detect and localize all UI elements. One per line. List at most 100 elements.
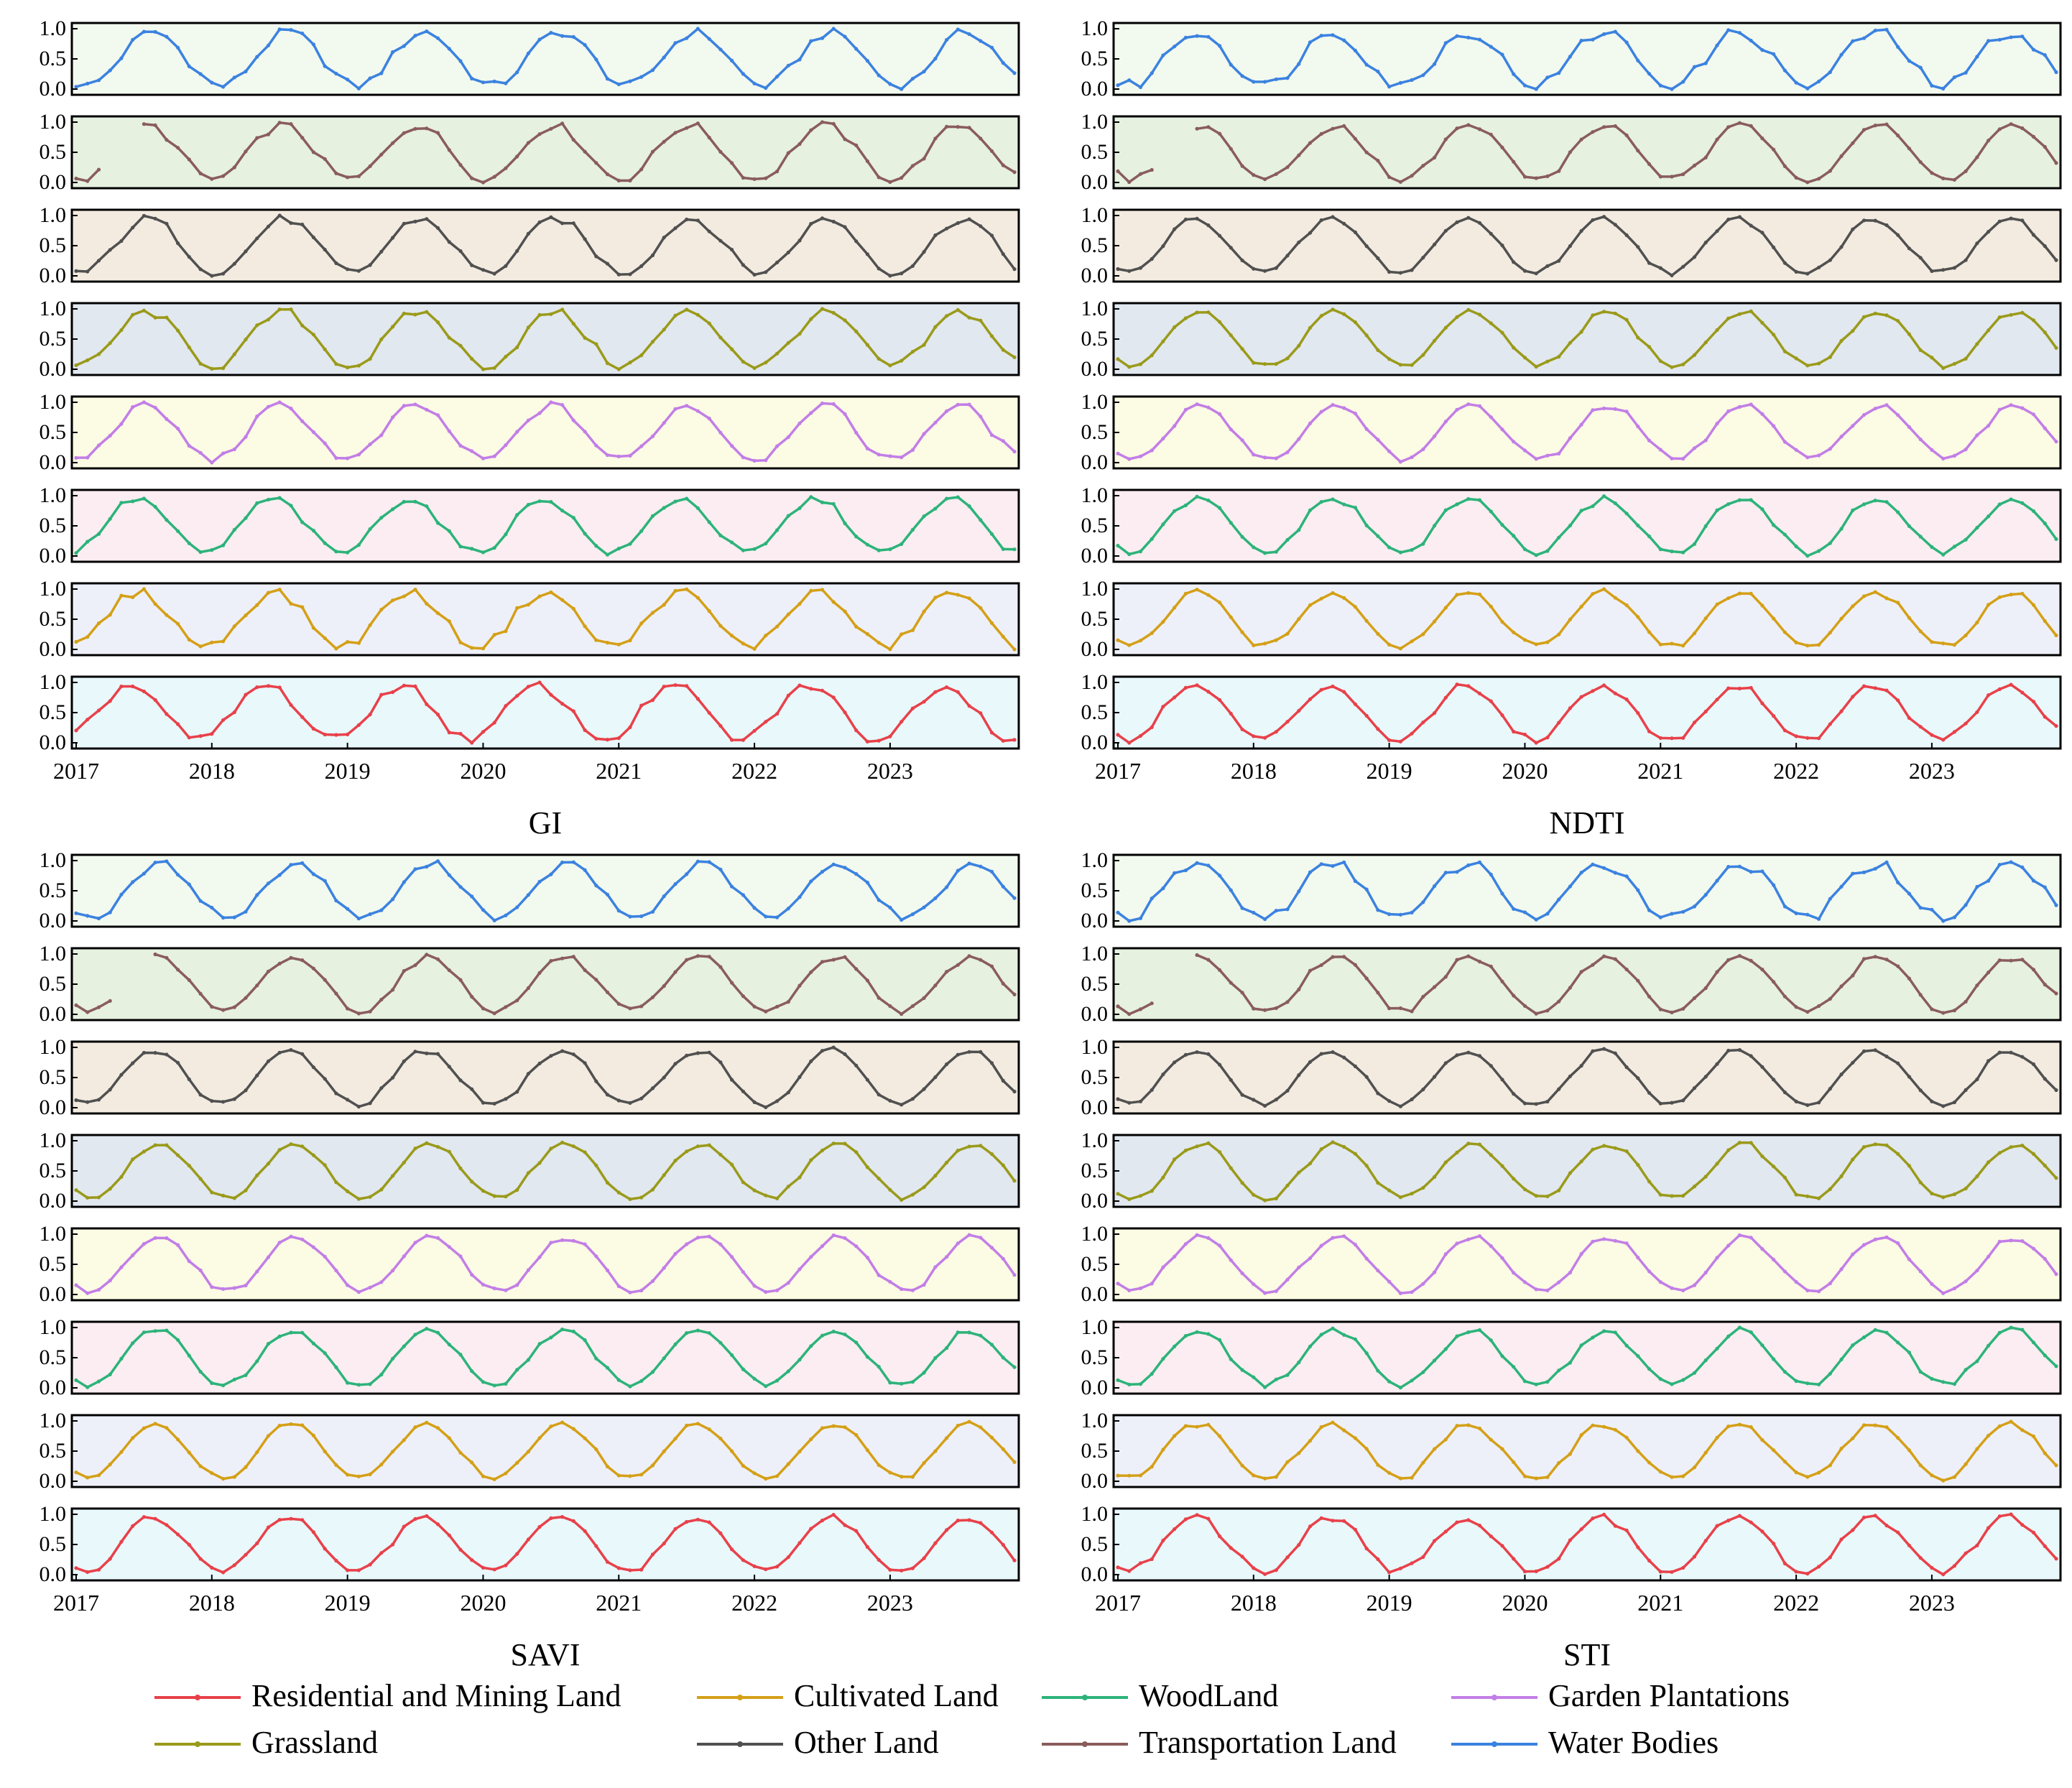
plot-area: [70, 947, 1020, 1022]
data-point: [2031, 968, 2036, 972]
data-point: [1715, 1524, 1719, 1528]
data-point: [1342, 1144, 1346, 1149]
data-point: [1930, 1473, 1934, 1478]
subplot-grassland: 0.00.51.0: [40, 297, 1020, 381]
data-point: [447, 148, 451, 152]
data-point: [809, 1158, 813, 1162]
data-point: [1195, 402, 1199, 407]
data-point: [1839, 616, 1844, 621]
data-point: [1410, 78, 1414, 82]
data-point: [1987, 424, 1991, 428]
data-point: [1591, 218, 1595, 222]
data-point: [1861, 684, 1867, 688]
data-point: [1896, 45, 1900, 49]
data-point: [413, 684, 417, 689]
data-point: [1760, 701, 1765, 705]
subplot-woodland: 0.00.51.0: [40, 483, 1020, 568]
data-point: [1997, 1151, 2002, 1155]
data-point: [1715, 229, 1719, 233]
y-tick-label: 0.5: [40, 607, 67, 631]
data-point: [1012, 1460, 1017, 1464]
data-point: [379, 997, 384, 1002]
data-point: [1206, 1141, 1211, 1145]
data-point: [119, 1539, 124, 1544]
y-tick-label: 0.5: [1081, 47, 1109, 70]
data-point: [1183, 1517, 1188, 1521]
data-point: [1715, 508, 1719, 513]
data-point: [1116, 1473, 1120, 1478]
data-point: [979, 1144, 983, 1148]
data-point: [334, 71, 338, 76]
data-point: [198, 450, 203, 455]
data-point: [1500, 1544, 1504, 1548]
data-point: [1613, 1427, 1617, 1432]
data-point: [1896, 1152, 1900, 1156]
data-point: [1274, 1475, 1278, 1479]
data-point: [1285, 1373, 1290, 1377]
y-tick-label: 0.0: [1081, 909, 1109, 932]
data-point: [820, 869, 825, 874]
data-point: [854, 1244, 859, 1249]
data-point: [198, 734, 203, 738]
data-point: [1218, 1062, 1222, 1067]
data-point: [1012, 170, 1017, 175]
data-point: [1907, 524, 1911, 529]
data-point: [1579, 1252, 1583, 1256]
data-point: [176, 968, 180, 972]
data-point: [266, 1342, 271, 1346]
data-point: [1522, 1474, 1527, 1478]
data-point: [922, 996, 926, 1000]
data-point: [1782, 349, 1787, 353]
data-point: [877, 356, 881, 361]
data-point: [1308, 1439, 1313, 1443]
data-point: [1817, 1196, 1821, 1200]
data-point: [1364, 1447, 1369, 1451]
data-point: [899, 358, 904, 363]
subplot-cultivated-land: 0.00.51.0: [40, 1409, 1020, 1493]
data-point: [2009, 1419, 2013, 1424]
data-point: [865, 1355, 869, 1359]
data-point: [1421, 1185, 1425, 1190]
data-point: [2043, 885, 2047, 889]
y-tick-label: 0.0: [1081, 1002, 1109, 1026]
data-point: [945, 1345, 949, 1351]
data-point: [583, 1061, 587, 1065]
data-point: [616, 178, 621, 182]
data-point: [1873, 218, 1877, 223]
data-point: [176, 1338, 180, 1342]
data-point: [492, 1286, 496, 1291]
data-point: [1398, 1006, 1402, 1011]
data-point: [1557, 1557, 1561, 1561]
data-point: [232, 1005, 236, 1009]
data-point: [1624, 233, 1629, 237]
data-point: [899, 1103, 904, 1107]
data-point: [820, 1519, 825, 1523]
data-point: [1331, 1050, 1335, 1055]
data-point: [1782, 1090, 1787, 1095]
data-point: [198, 550, 203, 555]
data-point: [1150, 353, 1154, 358]
data-point: [255, 414, 259, 419]
data-point: [1794, 545, 1798, 549]
data-point: [435, 521, 440, 525]
data-point: [1421, 900, 1425, 904]
data-point: [425, 702, 429, 706]
data-point: [2031, 134, 2036, 139]
data-point: [1794, 1192, 1798, 1197]
data-point: [458, 1353, 463, 1357]
data-point: [425, 504, 429, 509]
data-point: [323, 1547, 327, 1551]
data-point: [775, 1474, 780, 1478]
data-point: [945, 409, 949, 414]
data-point: [1591, 963, 1595, 967]
legend-marker: [195, 1695, 200, 1700]
data-point: [1782, 904, 1787, 909]
data-point: [854, 967, 859, 971]
data-point: [1433, 1358, 1437, 1363]
data-point: [1794, 1470, 1798, 1475]
y-tick-label: 1.0: [1081, 670, 1109, 694]
data-point: [854, 1529, 859, 1533]
data-point: [2043, 330, 2047, 335]
data-point: [989, 731, 994, 735]
data-point: [1772, 52, 1776, 56]
